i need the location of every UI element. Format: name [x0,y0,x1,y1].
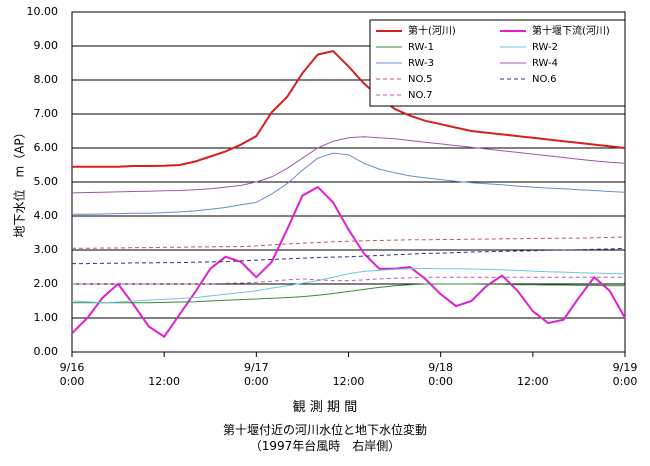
x-tick-label: 12:00 [516,375,549,388]
x-tick-label: 9/17 0:00 [243,361,269,388]
y-tick-label: 7.00 [34,107,59,120]
legend-box [369,19,626,107]
legend-label: NO.5 [408,74,433,85]
y-tick-label: 10.00 [27,5,59,18]
y-tick-label: 9.00 [34,39,59,52]
y-tick-label: 5.00 [34,175,59,188]
y-tick-label: 4.00 [34,209,59,222]
x-tick-label: 9/19 0:00 [612,361,638,388]
y-tick-label: 8.00 [34,73,59,86]
legend-label: NO.6 [532,74,557,85]
plot-border [71,11,626,353]
series-line [72,50,626,168]
y-tick-label: 1.00 [34,311,59,324]
legend-label: RW-1 [408,42,434,53]
series-line [72,236,626,249]
chart-subtitle: （1997年台風時 右岸側） [249,439,401,453]
x-axis-label: 観 測 期 間 [292,400,358,415]
y-tick-label: 0.00 [34,345,59,358]
series-line [72,152,626,215]
series-line [72,283,625,304]
legend-label: NO.7 [408,90,433,101]
y-tick-label: 6.00 [34,141,59,154]
y-tick-label: 3.00 [34,243,59,256]
x-tick-label: 9/18 0:00 [428,361,453,388]
legend-label: 第十(河川) [408,24,456,37]
x-tick-label: 9/16 0:00 [59,361,85,388]
legend-label: RW-2 [532,42,558,53]
series-line [71,136,626,194]
legend-label: RW-4 [532,58,558,69]
series-line [72,276,625,285]
chart-title: 第十堰付近の河川水位と地下水位変動 [222,423,427,437]
series-line [72,247,626,265]
x-tick-label: 12:00 [332,375,365,388]
y-tick-label: 2.00 [34,277,59,290]
series-line [71,185,626,339]
legend-label: RW-3 [408,58,434,69]
series-line [71,267,626,304]
y-axis-label: 地下水位 m（AP） [12,126,27,237]
legend-label: 第十堰下流(河川) [532,24,610,37]
x-tick-label: 12:00 [148,375,180,388]
